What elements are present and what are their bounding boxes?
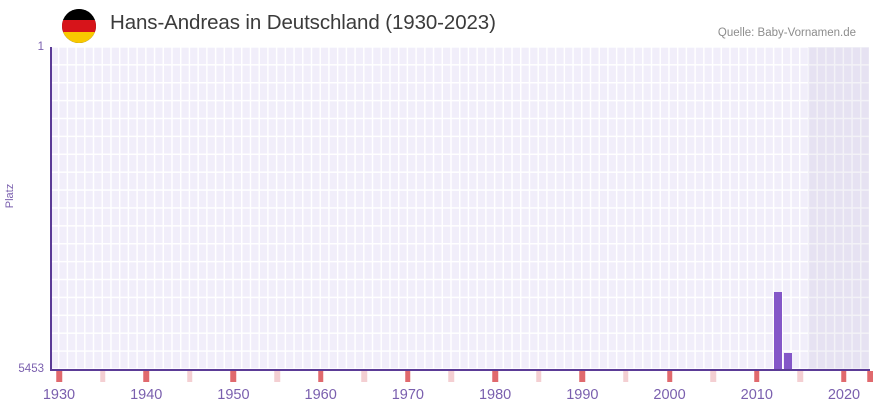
x-tick-mark-2023	[867, 371, 873, 382]
bar-2018[interactable]	[774, 292, 782, 369]
grid-lines	[50, 47, 869, 369]
x-tick-mark-1945	[187, 371, 193, 382]
x-tick-label-1940: 1940	[130, 387, 163, 403]
flag-band-gold	[62, 31, 96, 43]
x-tick-label-1980: 1980	[478, 387, 512, 403]
x-tick-label-1960: 1960	[304, 387, 337, 403]
germany-flag-icon	[62, 9, 96, 43]
source-attribution: Quelle: Baby-Vornamen.de	[717, 27, 856, 39]
x-tick-mark-1955	[274, 371, 280, 382]
x-tick-mark-1970	[405, 371, 411, 382]
x-tick-mark-1960	[317, 371, 324, 382]
x-tick-label-1970: 1970	[391, 387, 425, 403]
x-tick-label-2010: 2010	[740, 387, 773, 403]
x-tick-mark-2005	[710, 371, 716, 382]
bar-2019[interactable]	[784, 353, 792, 369]
plot-area	[50, 47, 869, 369]
x-tick-mark-1935	[99, 371, 106, 382]
flag-band-black	[62, 9, 96, 21]
x-tick-mark-2000	[666, 371, 673, 382]
no-data-shaded-region	[808, 47, 869, 369]
chart-header: Hans-Andreas in Deutschland (1930-2023) …	[0, 0, 873, 47]
x-tick-mark-1995	[623, 371, 629, 382]
y-axis-bottom-label: 5453	[18, 363, 44, 375]
y-axis-line	[50, 47, 52, 370]
x-axis-line	[50, 369, 870, 371]
x-tick-mark-1930	[56, 371, 62, 382]
x-tick-label-2020: 2020	[827, 387, 861, 403]
x-tick-mark-2020	[841, 371, 847, 382]
x-tick-label-1950: 1950	[217, 387, 250, 403]
x-tick-mark-1985	[535, 371, 542, 382]
flag-band-red	[62, 20, 96, 32]
x-tick-mark-2010	[754, 371, 760, 382]
x-tick-mark-1950	[230, 371, 237, 382]
x-tick-mark-1940	[143, 371, 149, 382]
x-tick-mark-1990	[579, 371, 586, 382]
y-axis-title: Platz	[4, 183, 16, 209]
x-tick-label-1990: 1990	[566, 387, 599, 403]
x-tick-mark-1980	[492, 371, 498, 382]
x-tick-label-2000: 2000	[653, 387, 686, 403]
x-tick-label-1930: 1930	[42, 387, 76, 403]
x-tick-mark-2015	[797, 371, 804, 382]
y-axis-top-label: 1	[37, 41, 44, 53]
x-tick-mark-1975	[448, 371, 455, 382]
chart-title: Hans-Andreas in Deutschland (1930-2023)	[110, 11, 496, 34]
x-tick-mark-1965	[361, 371, 368, 382]
